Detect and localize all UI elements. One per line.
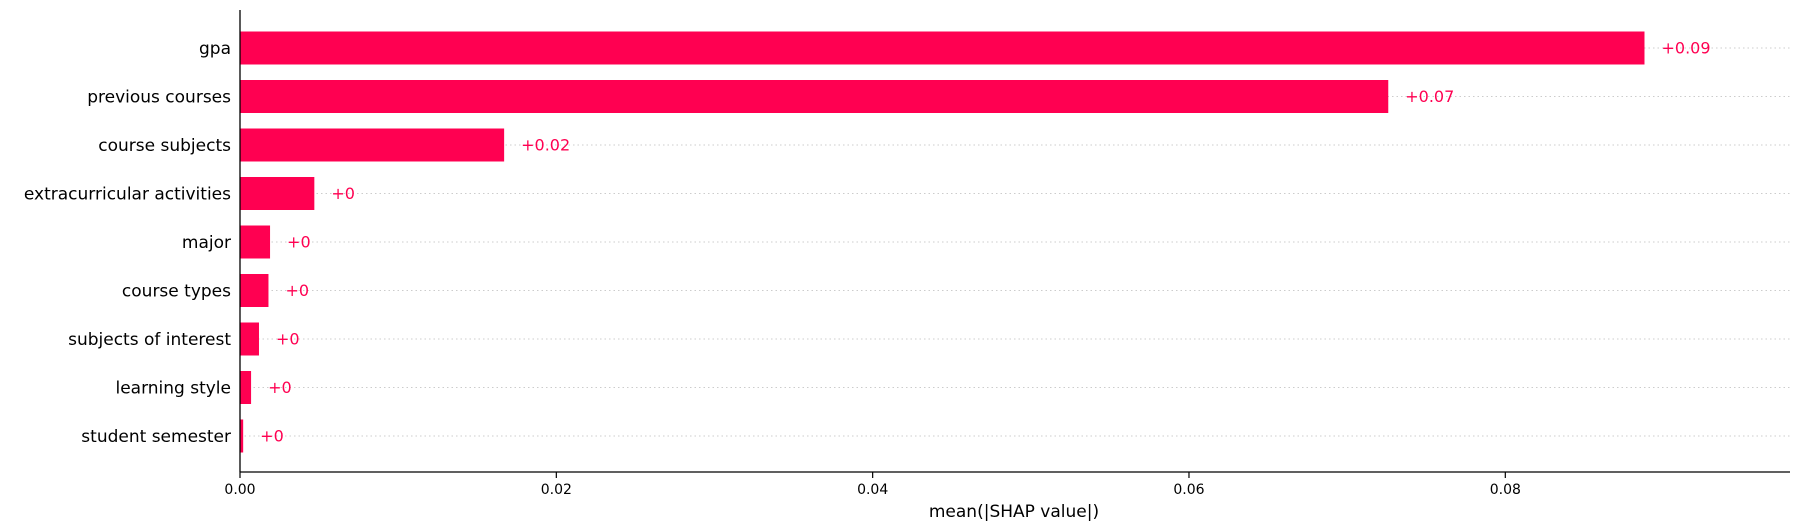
bar	[240, 80, 1389, 113]
bar	[240, 128, 505, 162]
data-label: +0	[285, 281, 309, 300]
category-label: extracurricular activities	[24, 185, 231, 205]
bar	[240, 419, 244, 453]
x-tick-label: 0.08	[1490, 482, 1521, 498]
data-label: +0.07	[1405, 87, 1454, 106]
x-tick-label: 0.04	[857, 482, 888, 498]
bar	[240, 371, 252, 404]
bar	[240, 322, 259, 356]
category-labels: gpa previous courses course subjects extrac…	[24, 39, 231, 447]
data-label: +0	[260, 427, 284, 446]
x-axis-title: mean(|SHAP value|)	[929, 502, 1099, 522]
bar	[240, 274, 269, 307]
bar	[240, 225, 271, 259]
data-label: +0.09	[1661, 39, 1710, 58]
category-label: student semester	[81, 427, 231, 447]
bars	[240, 31, 1645, 453]
x-axis-ticks: 0.00 0.02 0.04 0.06 0.08	[224, 472, 1521, 498]
bar	[240, 177, 315, 210]
category-label: gpa	[199, 39, 231, 59]
bar	[240, 31, 1645, 65]
x-tick-label: 0.06	[1173, 482, 1204, 498]
category-label: major	[182, 233, 231, 253]
category-label: course subjects	[98, 136, 231, 156]
data-label: +0	[268, 378, 292, 397]
category-label: course types	[122, 282, 231, 302]
value-labels: +0.09 +0.07 +0.02 +0 +0 +0 +0 +0 +0	[260, 39, 1710, 446]
data-label: +0	[276, 330, 300, 349]
data-label: +0	[331, 184, 355, 203]
category-label: learning style	[115, 379, 231, 399]
x-tick-label: 0.02	[541, 482, 572, 498]
category-label: previous courses	[87, 88, 231, 108]
x-tick-label: 0.00	[224, 482, 255, 498]
category-label: subjects of interest	[68, 330, 231, 350]
data-label: +0	[287, 233, 311, 252]
data-label: +0.02	[521, 136, 570, 155]
